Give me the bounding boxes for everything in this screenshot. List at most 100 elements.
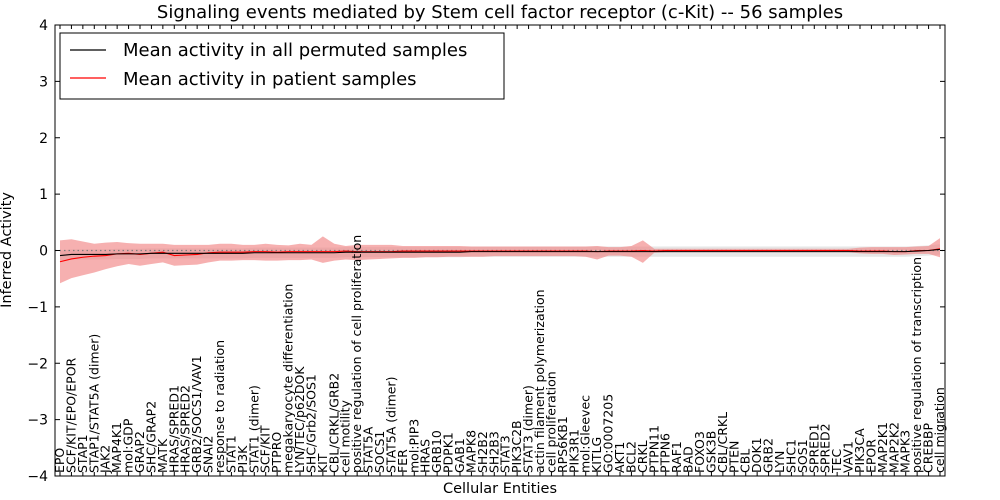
x-category-label: STAP1/STAT5A (dimer) [86, 334, 101, 473]
x-category-label: STAP1 [75, 434, 90, 473]
x-category-label: KITLG [589, 437, 604, 473]
y-tick-label: −4 [27, 469, 48, 485]
x-category-label: LYN/TEC/p62DOK [292, 366, 307, 473]
legend-label-patient: Mean activity in patient samples [123, 69, 417, 90]
x-category-label: PIK3CA [852, 428, 867, 473]
x-category-label: SCF/KIT/EPO/EPOR [63, 357, 78, 473]
x-category-label: mol:Gleevec [578, 395, 593, 473]
x-category-label: positive regulation of transcription [909, 257, 924, 473]
x-category-label: LYN [772, 451, 787, 473]
x-category-label: SOCS1 [372, 431, 387, 473]
x-category-label: STAT3 (dimer) [521, 385, 536, 473]
x-category-label: PIK3C2B [509, 420, 524, 473]
chart-title: Signaling events mediated by Stem cell f… [157, 2, 843, 23]
y-tick-label: 0 [39, 244, 48, 260]
x-category-label: DOK1 [749, 437, 764, 473]
x-axis-title: Cellular Entities [443, 481, 557, 497]
x-category-label: PTPN6 [658, 433, 673, 473]
x-category-label: SH2B3 [486, 431, 501, 473]
x-category-label: PIK3R1 [566, 429, 581, 473]
legend-box [59, 32, 505, 100]
x-category-label: GO:0007205 [601, 394, 616, 473]
x-category-label: PTEN [726, 441, 741, 473]
x-category-label: RAF1 [669, 441, 684, 473]
x-category-label: BAD [681, 446, 696, 473]
x-category-label: SHC/GRAP2 [143, 401, 158, 473]
x-category-label: MAPK8 [463, 430, 478, 473]
y-tick-label: 2 [39, 131, 48, 147]
x-category-label: MATK [155, 438, 170, 473]
confidence-bands [60, 236, 940, 284]
x-category-label: PDPK1 [441, 432, 456, 473]
x-category-label: MAP2K1 [875, 422, 890, 473]
y-axis: −4 −3 −2 −1 0 1 2 3 4 [27, 18, 945, 485]
x-category-label: SCF/KIT [258, 425, 273, 473]
x-category-label: STAT5A [361, 426, 376, 473]
x-category-label: megakaryocyte differentiation [281, 284, 296, 473]
y-tick-label: −3 [27, 413, 48, 429]
x-category-label: RPS6KB1 [555, 416, 570, 473]
x-category-label: FOXO3 [692, 431, 707, 473]
y-tick-label: 1 [39, 187, 48, 203]
x-category-label: HRAS [418, 439, 433, 473]
x-category-label: KIT [315, 453, 330, 473]
x-category-label: positive regulation of cell proliferatio… [349, 235, 364, 473]
x-category-label: GRB10 [429, 430, 444, 473]
x-category-label: MAPK3 [898, 430, 913, 473]
x-category-label: mol:PIP3 [406, 419, 421, 473]
x-category-label: HRAS/SPRED2 [178, 385, 193, 473]
x-category-label: PTPRO [269, 432, 284, 473]
x-category-label: SHC/Grb2/SOS1 [303, 374, 318, 473]
x-category-label: GAB1 [452, 438, 467, 473]
x-category-label: SPRED2 [818, 423, 833, 473]
x-category-label: CBL/CRKL/GRB2 [326, 373, 341, 473]
x-category-label: GRB2 [761, 438, 776, 473]
x-category-label: PI3K [235, 445, 250, 473]
line-permuted-mean [59, 248, 941, 257]
y-tick-label: −1 [27, 300, 48, 316]
x-category-label: SOS1 [795, 439, 810, 473]
legend-label-permuted: Mean activity in all permuted samples [123, 40, 467, 61]
x-category-label: actin filament polymerization [532, 289, 547, 473]
x-category-label: MAP4K1 [109, 422, 124, 473]
x-category-label: STAT1 (dimer) [246, 385, 261, 473]
y-axis-title: Inferred Activity [0, 192, 15, 308]
x-category-label: CBL [738, 449, 753, 473]
x-category-label: MAP2K2 [886, 422, 901, 473]
x-category-label: GRAP2 [132, 431, 147, 473]
x-category-label: GRB2/SOCS1/VAV1 [189, 355, 204, 473]
x-category-label: STAT3 [498, 435, 513, 473]
x-category-label: FER [395, 449, 410, 473]
x-category-label: cell migration [932, 387, 947, 473]
x-category-label: BCL2 [623, 441, 638, 473]
x-category-label: SPRED1 [806, 423, 821, 473]
x-category-label: STAT5A (dimer) [383, 377, 398, 473]
x-category-label: cell proliferation [543, 371, 558, 473]
x-category-label: VAV1 [841, 441, 856, 473]
x-category-label: JAK2 [98, 445, 113, 474]
x-category-label: HRAS/SPRED1 [166, 385, 181, 473]
y-tick-label: 4 [39, 18, 48, 34]
x-category-label: CRKL [635, 440, 650, 473]
y-tick-label: 3 [39, 74, 48, 90]
x-category-label: SH2B2 [475, 431, 490, 473]
x-category-label: response to radiation [212, 340, 227, 473]
x-category-label: SHC1 [783, 439, 798, 473]
x-category-label: GSK3B [703, 431, 718, 473]
x-category-label: EPO [52, 448, 67, 473]
series-lines [55, 248, 945, 263]
band-patient [60, 236, 940, 284]
x-category-label: AKT1 [612, 442, 627, 473]
x-category-label: PTPN11 [646, 425, 661, 473]
y-tick-label: −2 [27, 356, 48, 372]
x-category-label: SNAI2 [201, 436, 216, 473]
x-category-label: TEC [829, 448, 844, 474]
x-category-label: cell motility [338, 399, 353, 473]
x-category-label: mol:GDP [121, 418, 136, 473]
x-category-label: EPOR [863, 439, 878, 473]
x-category-label: CBL/CRKL [715, 412, 730, 473]
x-category-label: STAT1 [223, 435, 238, 473]
legend: Mean activity in all permuted samples Me… [59, 32, 505, 100]
